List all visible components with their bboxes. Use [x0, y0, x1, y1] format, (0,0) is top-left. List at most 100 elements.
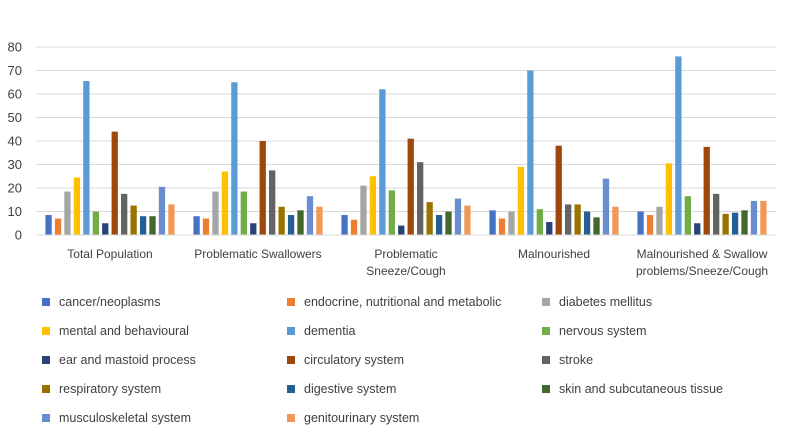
x-axis-category-labels: Total Population Problematic Swallowers Pr…	[67, 247, 768, 278]
bar-skin-and-subcutaneous-tissue	[593, 217, 600, 235]
y-tick-label: 20	[8, 181, 22, 196]
legend-swatch	[42, 327, 50, 335]
bar-mental-and-behavioural	[665, 163, 673, 235]
legend-swatch	[42, 385, 50, 393]
bar-digestive-system	[435, 215, 443, 235]
bar-endocrine-nutritional-and-metabolic	[646, 215, 654, 235]
bar-chart: 0 10 20 30 40 50 60 70 80 Total Population Proble…	[8, 40, 776, 278]
y-tick-label: 70	[8, 63, 22, 78]
bar-digestive-system	[287, 215, 295, 235]
bar-digestive-system	[583, 211, 591, 235]
bar-circulatory-system	[555, 145, 562, 235]
bar-respiratory-system	[574, 204, 581, 235]
bar-genitourinary-system	[316, 206, 323, 235]
bar-mental-and-behavioural	[517, 166, 525, 235]
bar-stroke	[713, 193, 720, 235]
legend-label: respiratory system	[59, 382, 162, 396]
legend-label: circulatory system	[304, 353, 405, 367]
legend-label: diabetes mellitus	[559, 295, 653, 309]
gridlines	[36, 46, 776, 212]
bar-circulatory-system	[407, 138, 414, 235]
bar-circulatory-system	[703, 146, 710, 235]
y-tick-label: 10	[8, 204, 22, 219]
bar-cancer-neoplasms	[489, 210, 496, 235]
bar-musculoskeletal-system	[750, 200, 758, 235]
bar-stroke	[417, 162, 424, 235]
legend-swatch	[287, 385, 295, 393]
bar-respiratory-system	[722, 213, 729, 235]
legend-item: stroke	[542, 350, 782, 370]
x-category-label: Malnourished & Swallow	[637, 247, 768, 261]
legend-item: mental and behavioural	[42, 321, 287, 341]
legend-label: genitourinary system	[304, 411, 420, 425]
y-tick-label: 60	[8, 87, 22, 102]
legend-swatch	[542, 327, 550, 335]
bar-cancer-neoplasms	[341, 215, 348, 235]
bar-nervous-system	[92, 211, 99, 235]
x-category-label: Malnourished	[518, 247, 590, 261]
bar-musculoskeletal-system	[454, 198, 462, 235]
bar-cancer-neoplasms	[193, 216, 200, 235]
bar-mental-and-behavioural	[221, 171, 229, 235]
legend-item: musculoskeletal system	[42, 408, 287, 428]
bar-skin-and-subcutaneous-tissue	[297, 210, 304, 235]
legend-swatch	[287, 298, 295, 306]
legend-swatch	[42, 298, 50, 306]
legend-swatch	[287, 356, 295, 364]
bar-endocrine-nutritional-and-metabolic	[202, 218, 210, 235]
legend-swatch	[287, 414, 295, 422]
bar-mental-and-behavioural	[369, 176, 377, 235]
bar-diabetes-mellitus	[656, 206, 663, 235]
bar-skin-and-subcutaneous-tissue	[445, 211, 452, 235]
bar-skin-and-subcutaneous-tissue	[149, 216, 156, 235]
bar-diabetes-mellitus	[508, 211, 515, 235]
bar-digestive-system	[139, 216, 147, 235]
bar-genitourinary-system	[612, 206, 619, 235]
bar-dementia	[83, 81, 90, 235]
bar-nervous-system	[240, 191, 247, 235]
chart-legend: cancer/neoplasms endocrine, nutritional a…	[42, 292, 782, 428]
bar-dementia	[379, 89, 386, 235]
bar-circulatory-system	[259, 141, 266, 235]
legend-label: nervous system	[559, 324, 647, 338]
bar-digestive-system	[731, 212, 739, 235]
legend-label: dementia	[304, 324, 356, 338]
legend-label: endocrine, nutritional and metabolic	[304, 295, 502, 309]
bar-nervous-system	[536, 209, 543, 235]
x-category-label: Sneeze/Cough	[366, 264, 445, 278]
y-tick-label: 0	[15, 228, 22, 243]
legend-swatch	[42, 414, 50, 422]
x-category-label: Total Population	[67, 247, 152, 261]
y-tick-label: 30	[8, 157, 22, 172]
x-category-label: Problematic Swallowers	[194, 247, 321, 261]
legend-item: digestive system	[287, 379, 542, 399]
legend-swatch	[542, 385, 550, 393]
bar-diabetes-mellitus	[212, 191, 219, 235]
bar-musculoskeletal-system	[602, 178, 610, 235]
y-tick-label: 40	[8, 134, 22, 149]
bar-skin-and-subcutaneous-tissue	[741, 210, 748, 235]
bar-musculoskeletal-system	[306, 196, 314, 235]
legend-item: respiratory system	[42, 379, 287, 399]
legend-item: circulatory system	[287, 350, 542, 370]
legend-item: endocrine, nutritional and metabolic	[287, 292, 542, 312]
bar-endocrine-nutritional-and-metabolic	[350, 219, 358, 235]
y-tick-label: 80	[8, 40, 22, 55]
bar-endocrine-nutritional-and-metabolic	[498, 218, 506, 235]
bar-endocrine-nutritional-and-metabolic	[54, 218, 62, 235]
legend-label: mental and behavioural	[59, 324, 189, 338]
bar-series-group	[45, 56, 767, 236]
legend-label: skin and subcutaneous tissue	[559, 382, 723, 396]
legend-item: cancer/neoplasms	[42, 292, 287, 312]
legend-swatch	[542, 356, 550, 364]
legend-swatch	[542, 298, 550, 306]
bar-respiratory-system	[426, 202, 433, 235]
bar-dementia	[527, 70, 534, 235]
legend-item: skin and subcutaneous tissue	[542, 379, 782, 399]
legend-item: diabetes mellitus	[542, 292, 782, 312]
bar-ear-and-mastoid-process	[694, 223, 701, 235]
bar-cancer-neoplasms	[45, 215, 52, 235]
bar-dementia	[231, 82, 238, 235]
bar-circulatory-system	[111, 131, 118, 235]
bar-diabetes-mellitus	[360, 185, 367, 235]
